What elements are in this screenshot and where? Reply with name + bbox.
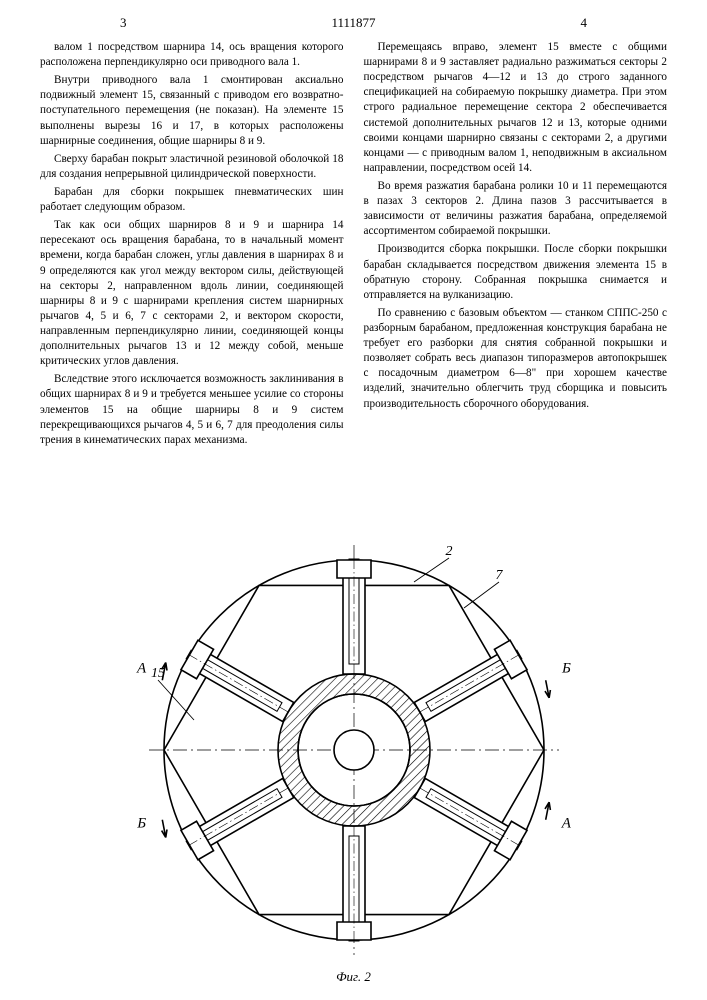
paragraph: Производится сборка покрышки. После сбор…	[364, 242, 668, 302]
paragraph: Перемещаясь вправо, элемент 15 вместе с …	[364, 40, 668, 176]
column-right: Перемещаясь вправо, элемент 15 вместе с …	[364, 40, 668, 451]
svg-text:15: 15	[151, 666, 165, 681]
figure-caption: Фиг. 2	[0, 969, 707, 985]
figure-diagram: Б Б А А 15 2 7	[134, 540, 574, 960]
svg-text:А: А	[560, 815, 571, 831]
paragraph: Внутри приводного вала 1 смонтирован акс…	[40, 73, 344, 149]
column-left: валом 1 посредством шарнира 14, ось вра­…	[40, 40, 344, 451]
paragraph: Сверху барабан покрыт эластичной рези­но…	[40, 152, 344, 182]
figure-2: Б Б А А 15 2 7 Фиг. 2	[0, 540, 707, 985]
paragraph: По сравнению с базовым объектом — станко…	[364, 306, 668, 412]
paragraph: Вследствие этого исключается возможность…	[40, 372, 344, 448]
paragraph: валом 1 посредством шарнира 14, ось вра­…	[40, 40, 344, 70]
paragraph: Во время разжатия барабана ролики 10 и 1…	[364, 179, 668, 239]
svg-text:Б: Б	[560, 661, 570, 677]
svg-text:7: 7	[495, 568, 503, 583]
paragraph: Так как оси общих шарниров 8 и 9 и шарни…	[40, 218, 344, 369]
svg-text:А: А	[136, 661, 147, 677]
doc-number: 1111877	[0, 15, 707, 31]
svg-text:2: 2	[445, 544, 452, 559]
paragraph: Барабан для сборки покрышек пневмати­чес…	[40, 185, 344, 215]
text-columns: валом 1 посредством шарнира 14, ось вра­…	[40, 40, 667, 451]
svg-text:Б: Б	[136, 815, 146, 831]
